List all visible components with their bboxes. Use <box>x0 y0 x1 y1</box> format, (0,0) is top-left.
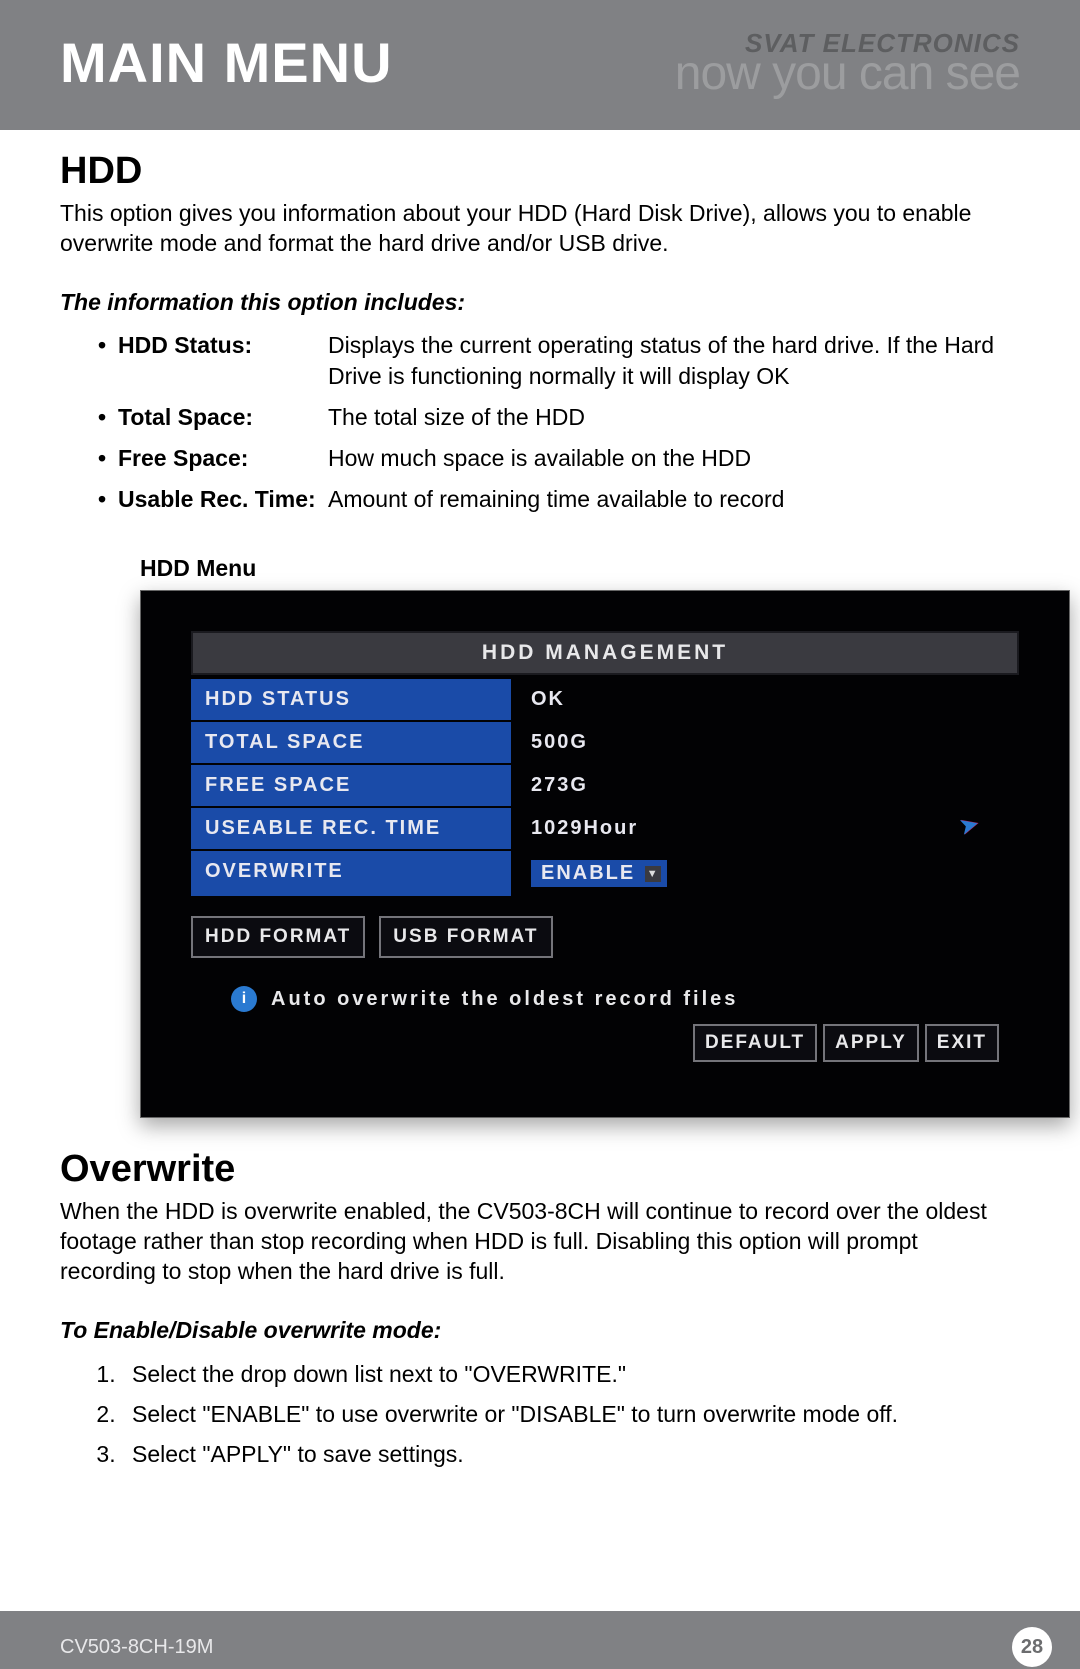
list-item: •Total Space:The total size of the HDD <box>98 402 1020 433</box>
hdd-format-button[interactable]: HDD FORMAT <box>191 916 365 958</box>
step-item: Select "ENABLE" to use overwrite or "DIS… <box>122 1398 1020 1430</box>
overwrite-para: When the HDD is overwrite enabled, the C… <box>60 1197 1020 1287</box>
desc-total-space: The total size of the HDD <box>328 402 1020 433</box>
brand-area: SVAT ELECTRONICS now you can see <box>675 30 1020 98</box>
overwrite-heading: Overwrite <box>60 1148 1020 1191</box>
chevron-down-icon: ▼ <box>645 866 661 882</box>
brand-bottom: now you can see <box>675 50 1020 98</box>
row-hdd-status: HDD STATUS OK <box>191 679 1019 720</box>
apply-button[interactable]: APPLY <box>823 1024 919 1062</box>
value-free-space: 273G <box>511 765 1019 806</box>
hint-row: i Auto overwrite the oldest record files <box>231 986 1039 1012</box>
value-hdd-status: OK <box>511 679 1019 720</box>
panel-title: HDD MANAGEMENT <box>191 631 1019 675</box>
steps-list: Select the drop down list next to "OVERW… <box>60 1358 1020 1471</box>
label-free-space: FREE SPACE <box>191 765 511 806</box>
info-icon: i <box>231 986 257 1012</box>
usb-format-button[interactable]: USB FORMAT <box>379 916 552 958</box>
page-number: 28 <box>1012 1627 1052 1667</box>
step-item: Select "APPLY" to save settings. <box>122 1438 1020 1470</box>
desc-hdd-status: Displays the current operating status of… <box>328 330 1020 392</box>
row-overwrite: OVERWRITE ENABLE ▼ <box>191 851 1019 896</box>
header-bar: MAIN MENU SVAT ELECTRONICS now you can s… <box>0 0 1080 130</box>
list-item: •Free Space:How much space is available … <box>98 443 1020 474</box>
label-hdd-status: HDD STATUS <box>191 679 511 720</box>
term-total-space: Total Space: <box>118 402 328 433</box>
label-useable-rec: USEABLE REC. TIME <box>191 808 511 849</box>
hdd-intro: This option gives you information about … <box>60 199 1020 259</box>
hdd-menu-screenshot: HDD MANAGEMENT HDD STATUS OK TOTAL SPACE… <box>140 590 1070 1118</box>
desc-usable-rec: Amount of remaining time available to re… <box>328 484 1020 515</box>
desc-free-space: How much space is available on the HDD <box>328 443 1020 474</box>
term-free-space: Free Space: <box>118 443 328 474</box>
includes-heading: The information this option includes: <box>60 289 1020 316</box>
info-list: •HDD Status:Displays the current operati… <box>60 330 1020 515</box>
list-item: •HDD Status:Displays the current operati… <box>98 330 1020 392</box>
default-button[interactable]: DEFAULT <box>693 1024 817 1062</box>
steps-heading: To Enable/Disable overwrite mode: <box>60 1317 1020 1344</box>
row-total-space: TOTAL SPACE 500G <box>191 722 1019 763</box>
list-item: •Usable Rec. Time:Amount of remaining ti… <box>98 484 1020 515</box>
step-item: Select the drop down list next to "OVERW… <box>122 1358 1020 1390</box>
term-usable-rec: Usable Rec. Time: <box>118 484 328 515</box>
label-overwrite: OVERWRITE <box>191 851 511 896</box>
row-free-space: FREE SPACE 273G <box>191 765 1019 806</box>
overwrite-dropdown[interactable]: ENABLE ▼ <box>531 860 667 887</box>
footer: CV503-8CH-19M 28 <box>0 1611 1080 1669</box>
overwrite-value: ENABLE <box>541 862 635 885</box>
hdd-heading: HDD <box>60 150 1020 193</box>
screenshot-caption: HDD Menu <box>140 555 1020 582</box>
value-total-space: 500G <box>511 722 1019 763</box>
value-useable-rec: 1029Hour <box>511 808 1019 849</box>
row-useable-rec: USEABLE REC. TIME 1029Hour <box>191 808 1019 849</box>
exit-button[interactable]: EXIT <box>925 1024 999 1062</box>
hint-text: Auto overwrite the oldest record files <box>271 988 738 1011</box>
label-total-space: TOTAL SPACE <box>191 722 511 763</box>
term-hdd-status: HDD Status: <box>118 330 328 361</box>
model-number: CV503-8CH-19M <box>60 1636 213 1659</box>
